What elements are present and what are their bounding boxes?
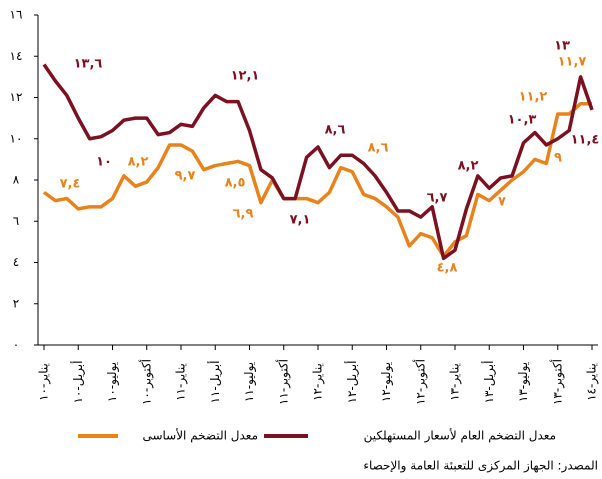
- x-tick-label: يناير-١٢: [311, 363, 326, 401]
- x-tick-label: يوليو-١٠: [105, 362, 120, 402]
- x-tick-label: أكتوبر-١١: [275, 359, 291, 405]
- annotation: ١١,٧: [558, 55, 587, 70]
- annotation: ٧,١: [290, 213, 311, 228]
- y-tick-label: ٤: [13, 255, 19, 269]
- x-tick-label: يناير-١٠: [37, 363, 52, 401]
- annotation: ٩,٧: [175, 169, 196, 184]
- annotation: ٦,٩: [233, 207, 254, 222]
- x-tick-label: أبريل-١٠: [70, 361, 86, 404]
- series-line: [42, 63, 594, 261]
- annotation: ١٣: [554, 39, 570, 54]
- annotation: ١٠,٣: [508, 113, 537, 128]
- annotation: ١٣,٦: [74, 57, 103, 72]
- x-tick-label: أكتوبر-١٣: [549, 359, 565, 405]
- annotation: ٧: [498, 195, 506, 210]
- annotation: ٨,٢: [128, 155, 149, 170]
- x-tick-label: يناير-١٣: [448, 363, 463, 401]
- y-tick-label: ١٢: [10, 90, 23, 104]
- x-tick-label: أكتوبر-١٠: [138, 359, 154, 405]
- x-tick-label: يوليو-١١: [242, 362, 257, 402]
- x-tick-label: أبريل-١٣: [481, 361, 497, 404]
- annotation: ١١,٤: [571, 133, 600, 148]
- annotation: ٩: [554, 151, 562, 166]
- series-line: [42, 101, 592, 259]
- source-note: المصدر: الجهاز المركزى للتعبئة العامة وا…: [363, 459, 598, 474]
- y-tick-label: ٨: [13, 173, 20, 187]
- y-tick-label: ١٠: [10, 131, 23, 145]
- x-tick-label: أبريل-١١: [207, 361, 223, 404]
- x-tick-label: أبريل-١٢: [344, 361, 360, 404]
- y-tick-label: ١٦: [10, 8, 23, 22]
- y-tick-label: ١٤: [10, 49, 23, 63]
- y-tick-label: ٠: [13, 338, 19, 352]
- x-tick-label: يناير-١١: [174, 363, 189, 401]
- annotation: ٨,٥: [225, 176, 246, 191]
- annotation: ٧,٤: [60, 177, 81, 192]
- x-tick-label: أكتوبر-١٢: [412, 359, 428, 405]
- x-tick-label: يوليو-١٣: [516, 362, 531, 402]
- x-tick-label: يناير-١٤: [585, 363, 600, 401]
- legend-label: معدل التضخم العام لأسعار المستهلكين: [364, 428, 556, 444]
- annotation: ١٢,١: [231, 69, 260, 84]
- x-tick-label: يوليو-١٢: [379, 362, 394, 402]
- annotation: ٨,٦: [368, 141, 389, 156]
- annotation: ٨,٢: [458, 159, 479, 174]
- legend-label: معدل التضخم الأساسى: [142, 428, 258, 443]
- y-tick-label: ٦: [13, 214, 19, 228]
- annotation: ٤,٨: [437, 261, 458, 276]
- annotation: ٦,٧: [427, 191, 448, 206]
- y-tick-label: ٢: [13, 296, 19, 310]
- annotation: ٨,٦: [325, 123, 346, 138]
- annotation: ١٠: [96, 155, 112, 170]
- annotation: ١١,٢: [519, 90, 548, 105]
